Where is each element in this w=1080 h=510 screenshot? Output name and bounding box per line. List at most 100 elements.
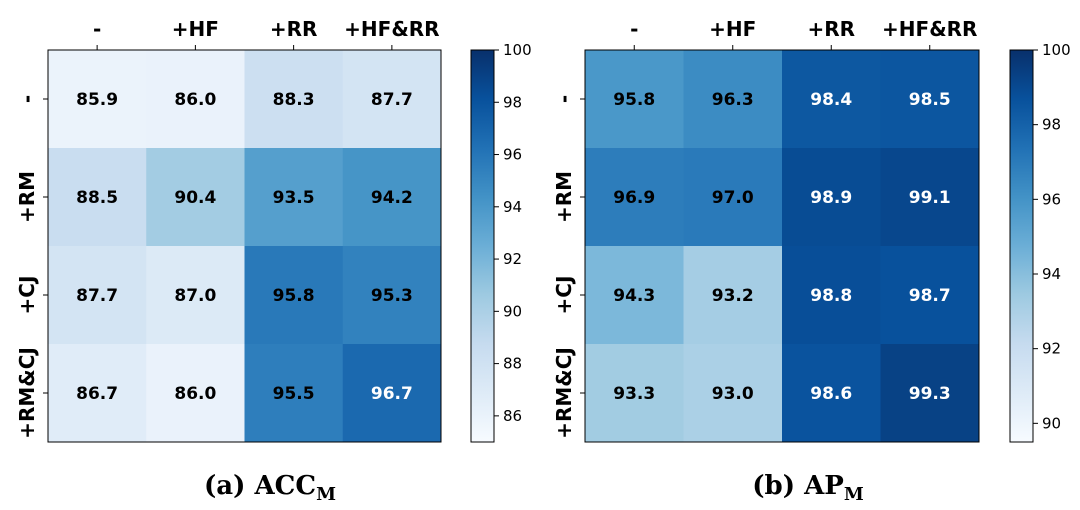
x-tick-label: +RR	[270, 17, 318, 41]
y-tick-label: +RM	[15, 171, 39, 223]
heatmap-cell	[244, 246, 344, 345]
x-tick-label: +HF	[709, 17, 756, 41]
heatmap-cell	[880, 148, 980, 247]
figure-caption: (b) APM	[752, 471, 864, 505]
heatmap-cell	[683, 148, 783, 247]
cell-value-label: 96.9	[613, 188, 655, 208]
cell-value-label: 87.7	[371, 90, 413, 110]
colorbar-tick-label: 100	[1042, 41, 1071, 59]
cell-value-label: 95.3	[371, 286, 413, 306]
heatmap-cell	[585, 344, 684, 443]
heatmap-cell	[48, 148, 147, 247]
heatmap-cell	[342, 50, 442, 149]
cell-value-label: 87.7	[76, 286, 118, 306]
heatmap-cell	[244, 50, 344, 149]
cell-value-label: 88.3	[273, 90, 315, 110]
heatmap-cell	[146, 50, 245, 149]
heatmap-cell	[48, 50, 147, 149]
cell-value-label: 95.8	[273, 286, 315, 306]
figure-caption: (a) ACCM	[204, 471, 336, 505]
colorbar-tick-label: 86	[503, 407, 522, 425]
cell-value-label: 87.0	[174, 286, 216, 306]
cell-value-label: 85.9	[76, 90, 118, 110]
colorbar-tick-label: 98	[1042, 116, 1061, 134]
heatmap-cell	[782, 246, 881, 345]
cell-value-label: 93.3	[613, 384, 655, 404]
colorbar	[1009, 49, 1034, 443]
colorbar-tick-label: 100	[503, 41, 532, 59]
x-tick-label: +RR	[807, 17, 855, 41]
cell-value-label: 93.0	[712, 384, 754, 404]
colorbar-tick-label: 98	[503, 93, 522, 111]
colorbar-tick-label: 90	[503, 302, 522, 320]
heatmap-frame	[47, 49, 442, 443]
colorbar-tick-label: 92	[1042, 340, 1061, 358]
heatmap-cell	[683, 344, 783, 443]
cell-value-label: 86.0	[174, 90, 216, 110]
heatmap-cell	[880, 246, 980, 345]
colorbar	[470, 49, 495, 443]
heatmap-cell	[782, 50, 881, 149]
cell-value-label: 98.4	[810, 90, 852, 110]
cell-value-label: 95.5	[273, 384, 315, 404]
cell-value-label: 98.9	[810, 188, 852, 208]
heatmap-cell	[146, 246, 245, 345]
cell-value-label: 97.0	[712, 188, 754, 208]
y-tick-label: +RM&CJ	[552, 347, 576, 439]
cell-value-label: 95.8	[613, 90, 655, 110]
cell-value-label: 94.3	[613, 286, 655, 306]
x-tick-label: -	[93, 17, 101, 41]
heatmap-cell	[342, 344, 442, 443]
y-tick-label: +CJ	[15, 276, 39, 315]
heatmap-cell	[342, 148, 442, 247]
x-tick-label: -	[630, 17, 638, 41]
cell-value-label: 93.5	[273, 188, 315, 208]
cell-value-label: 98.6	[810, 384, 852, 404]
cell-value-label: 86.7	[76, 384, 118, 404]
cell-value-label: 90.4	[174, 188, 216, 208]
x-tick-label: +HF&RR	[344, 17, 439, 41]
cell-value-label: 96.3	[712, 90, 754, 110]
heatmap-cell	[782, 148, 881, 247]
heatmap-cell	[146, 344, 245, 443]
heatmap-cell	[683, 246, 783, 345]
cell-value-label: 94.2	[371, 188, 413, 208]
colorbar-tick-label: 96	[1042, 190, 1061, 208]
y-tick-label: +CJ	[552, 276, 576, 315]
heatmap-cell	[683, 50, 783, 149]
heatmap-cell	[146, 148, 245, 247]
colorbar-tick-label: 92	[503, 250, 522, 268]
colorbar-tick-label: 88	[503, 355, 522, 373]
heatmap-cell	[585, 246, 684, 345]
colorbar-tick-label: 94	[1042, 265, 1061, 283]
colorbar-tick-label: 96	[503, 146, 522, 164]
colorbar-tick-label: 94	[503, 198, 522, 216]
heatmap-ap-panel: 95.8 96.3 98.4 98.5 96.9 97.0 98.9 99.1 94.3 93.2…	[552, 17, 1071, 505]
heatmap-cell	[782, 344, 881, 443]
cell-value-label: 96.7	[371, 384, 413, 404]
cell-value-label: 99.1	[909, 188, 951, 208]
heatmap-acc-panel: 85.9 86.0 88.3 87.7 88.5 90.4 93.5 94.2 87.7 87.0…	[15, 17, 532, 505]
y-tick-label: +RM&CJ	[15, 347, 39, 439]
heatmap-frame	[584, 49, 980, 443]
cell-value-label: 98.7	[909, 286, 951, 306]
heatmap-cell	[880, 344, 980, 443]
cell-value-label: 99.3	[909, 384, 951, 404]
y-tick-label: -	[15, 95, 39, 103]
colorbar-tick-label: 90	[1042, 414, 1061, 432]
x-tick-label: +HF	[172, 17, 219, 41]
heatmap-cell	[585, 50, 684, 149]
y-tick-label: -	[552, 95, 576, 103]
cell-value-label: 98.5	[909, 90, 951, 110]
cell-value-label: 93.2	[712, 286, 754, 306]
heatmap-cell	[48, 344, 147, 443]
heatmap-cell	[48, 246, 147, 345]
heatmap-cell	[585, 148, 684, 247]
cell-value-label: 88.5	[76, 188, 118, 208]
cell-value-label: 86.0	[174, 384, 216, 404]
cell-value-label: 98.8	[810, 286, 852, 306]
heatmap-cell	[244, 148, 344, 247]
x-tick-label: +HF&RR	[882, 17, 977, 41]
heatmap-cell	[244, 344, 344, 443]
